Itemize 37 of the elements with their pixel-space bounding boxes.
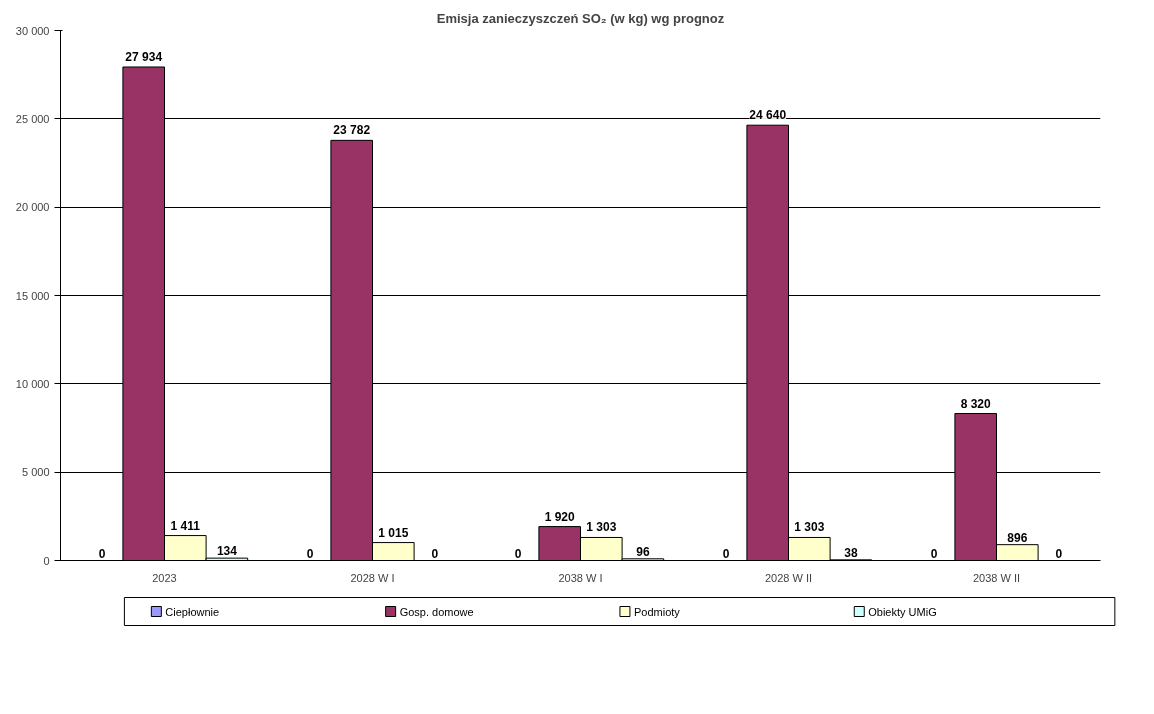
chart-title: Emisja zanieczyszczeń SO₂ (w kg) wg prognoz: [436, 10, 725, 26]
data-label: 24 640: [749, 108, 787, 123]
y-tick-label: 30 000: [15, 24, 50, 37]
data-label: 1 303: [586, 520, 617, 535]
x-tick-label: 2038 W II: [972, 571, 1021, 584]
data-label: 0: [514, 546, 522, 561]
data-label: 1 015: [378, 525, 409, 540]
legend-label: Obiekty UMiG: [868, 605, 937, 618]
data-label: 23 782: [333, 123, 371, 138]
legend-label: Podmioty: [633, 605, 681, 618]
x-tick-label: 2023: [152, 571, 177, 584]
legend-label: Ciepłownie: [165, 605, 220, 618]
x-tick-label: 2028 W II: [764, 571, 813, 584]
data-label: 1 920: [544, 509, 576, 524]
y-tick-label: 5 000: [21, 466, 50, 479]
data-label: 0: [431, 546, 439, 561]
y-tick-label: 0: [43, 554, 50, 567]
data-label: 8 320: [960, 396, 992, 411]
y-tick-label: 10 000: [15, 377, 50, 390]
data-label: 38: [844, 545, 858, 560]
y-tick-label: 25 000: [15, 112, 50, 125]
data-label: 1 303: [794, 520, 825, 535]
y-tick-label: 20 000: [15, 201, 50, 214]
data-label: 896: [1007, 530, 1028, 545]
data-label: 0: [930, 546, 938, 561]
data-label: 96: [636, 544, 650, 559]
data-label: 0: [1055, 546, 1063, 561]
data-label: 0: [722, 546, 730, 561]
data-label: 0: [98, 546, 106, 561]
legend-label: Gosp. domowe: [399, 605, 474, 618]
x-tick-label: 2028 W I: [350, 571, 395, 584]
y-tick-label: 15 000: [15, 289, 50, 302]
data-label: 0: [306, 546, 314, 561]
x-tick-label: 2038 W I: [558, 571, 603, 584]
data-label: 134: [216, 544, 238, 559]
data-label: 27 934: [125, 50, 163, 64]
data-label: 1 411: [170, 518, 201, 533]
